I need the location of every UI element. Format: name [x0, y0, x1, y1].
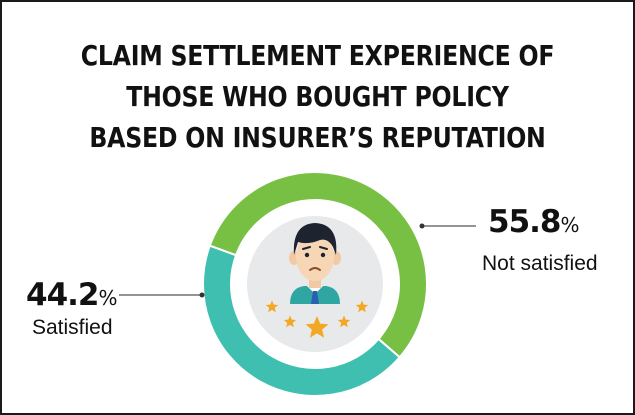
star-icon — [355, 300, 369, 313]
not-satisfied-legend-label: Not satisfied — [482, 252, 598, 275]
satisfied-leader-line-dot — [199, 292, 205, 298]
not-satisfied-value: 55.8 — [488, 204, 561, 240]
star-icon — [283, 315, 297, 328]
person-with-star-rating-icon — [265, 223, 369, 338]
chart-title-line-2: THOSE WHO BOUGHT POLICY — [126, 81, 509, 113]
chart-title: CLAIM SETTLEMENT EXPERIENCE OF THOSE WHO… — [46, 36, 589, 159]
not-satisfied-unit: % — [560, 213, 580, 237]
chart-title-line-3: BASED ON INSURER’S REPUTATION — [89, 122, 546, 154]
donut-slice-satisfied — [202, 244, 402, 397]
not-satisfied-leader-line-dot — [419, 223, 425, 229]
chart-title-line-1: CLAIM SETTLEMENT EXPERIENCE OF — [80, 40, 555, 72]
satisfied-value-label: 44.2% — [26, 277, 118, 313]
donut-slices — [202, 171, 428, 397]
satisfied-unit: % — [98, 286, 118, 310]
label-leader-lines — [119, 223, 476, 298]
star-icon — [305, 316, 329, 338]
not-satisfied-value-label: 55.8% — [488, 204, 580, 240]
star-icon — [265, 300, 279, 313]
star-icon — [337, 315, 351, 328]
donut-slice-not-satisfied — [208, 171, 428, 359]
satisfied-value: 44.2 — [26, 277, 99, 313]
satisfied-legend-label: Satisfied — [32, 316, 113, 339]
